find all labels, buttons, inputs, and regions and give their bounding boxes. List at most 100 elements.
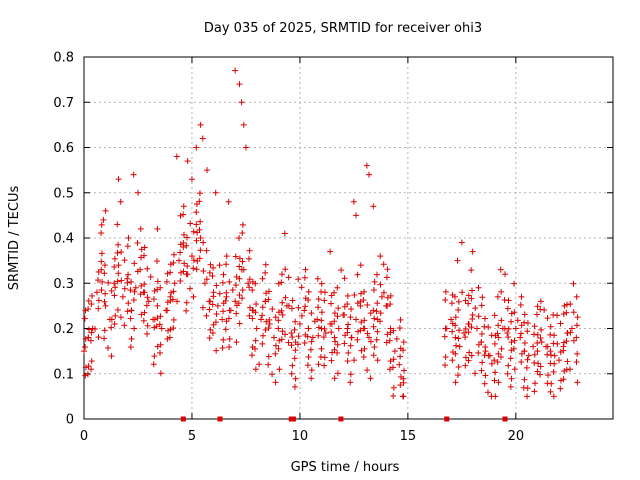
data-point — [347, 379, 354, 386]
data-point — [295, 333, 302, 340]
data-point — [383, 339, 390, 346]
data-point — [335, 305, 342, 312]
data-point — [101, 270, 108, 277]
data-point — [154, 343, 161, 350]
data-point — [384, 331, 391, 338]
data-point — [207, 326, 214, 333]
data-point — [144, 294, 151, 301]
data-point — [363, 162, 370, 169]
data-point — [246, 276, 253, 283]
data-point — [478, 339, 485, 346]
data-point — [551, 360, 558, 367]
data-point — [164, 270, 171, 277]
data-point — [518, 358, 525, 365]
data-point — [265, 296, 272, 303]
data-point — [128, 278, 135, 285]
data-point — [551, 352, 558, 359]
x-tick-label: 20 — [508, 429, 525, 444]
data-point — [201, 280, 208, 287]
gap-marker — [502, 416, 508, 422]
data-point — [452, 379, 459, 386]
data-point — [239, 287, 246, 294]
data-point — [239, 258, 246, 265]
data-point — [111, 320, 118, 327]
data-point — [459, 289, 466, 296]
data-point — [377, 310, 384, 317]
data-point — [141, 244, 148, 251]
data-point — [183, 242, 190, 249]
data-point — [169, 296, 176, 303]
data-point — [361, 317, 368, 324]
data-point — [468, 324, 475, 331]
chart-title: Day 035 of 2025, SRMTID for receiver ohi… — [204, 21, 482, 36]
data-point — [111, 263, 118, 270]
data-point — [308, 375, 315, 382]
data-point — [358, 347, 365, 354]
data-point — [288, 370, 295, 377]
data-point — [259, 275, 266, 282]
data-point — [130, 171, 137, 178]
data-point — [458, 239, 465, 246]
data-point — [573, 334, 580, 341]
data-point — [98, 266, 105, 273]
data-point — [560, 376, 567, 383]
data-point — [318, 345, 325, 352]
data-point — [112, 284, 119, 291]
data-point — [190, 257, 197, 264]
data-point — [465, 320, 472, 327]
data-point — [354, 300, 361, 307]
data-point — [124, 243, 131, 250]
data-point — [462, 354, 469, 361]
data-point — [442, 288, 449, 295]
data-point — [138, 254, 145, 261]
data-point — [236, 292, 243, 299]
data-point — [236, 81, 243, 88]
data-point — [455, 306, 462, 313]
y-tick-label: 0.5 — [53, 186, 74, 201]
data-point — [537, 335, 544, 342]
data-point — [212, 319, 219, 326]
data-point — [127, 344, 134, 351]
data-point — [151, 316, 158, 323]
data-point — [272, 379, 279, 386]
data-point — [219, 279, 226, 286]
data-point — [360, 296, 367, 303]
data-point — [364, 367, 371, 374]
data-point — [348, 306, 355, 313]
data-point — [137, 291, 144, 298]
data-point — [335, 325, 342, 332]
data-point — [478, 367, 485, 374]
data-point — [397, 382, 404, 389]
data-point — [296, 320, 303, 327]
data-point — [507, 355, 514, 362]
data-point — [399, 393, 406, 400]
x-tick-label: 0 — [80, 429, 88, 444]
data-point — [259, 304, 266, 311]
data-point — [125, 271, 132, 278]
data-point — [328, 357, 335, 364]
data-point — [203, 312, 210, 319]
data-point — [308, 338, 315, 345]
data-point — [298, 312, 305, 319]
data-point — [233, 339, 240, 346]
data-point — [85, 326, 92, 333]
data-point — [117, 314, 124, 321]
data-point — [295, 304, 302, 311]
data-point — [567, 301, 574, 308]
y-tick-label: 0.8 — [53, 51, 74, 66]
data-point — [137, 266, 144, 273]
data-point — [341, 275, 348, 282]
data-point — [442, 362, 449, 369]
data-point — [537, 363, 544, 370]
data-point — [101, 298, 108, 305]
data-point — [246, 247, 253, 254]
data-point — [348, 334, 355, 341]
data-point — [472, 370, 479, 377]
data-point — [269, 306, 276, 313]
data-point — [357, 327, 364, 334]
data-point — [157, 349, 164, 356]
data-point — [304, 362, 311, 369]
data-point — [115, 262, 122, 269]
data-point — [341, 311, 348, 318]
data-point — [188, 176, 195, 183]
